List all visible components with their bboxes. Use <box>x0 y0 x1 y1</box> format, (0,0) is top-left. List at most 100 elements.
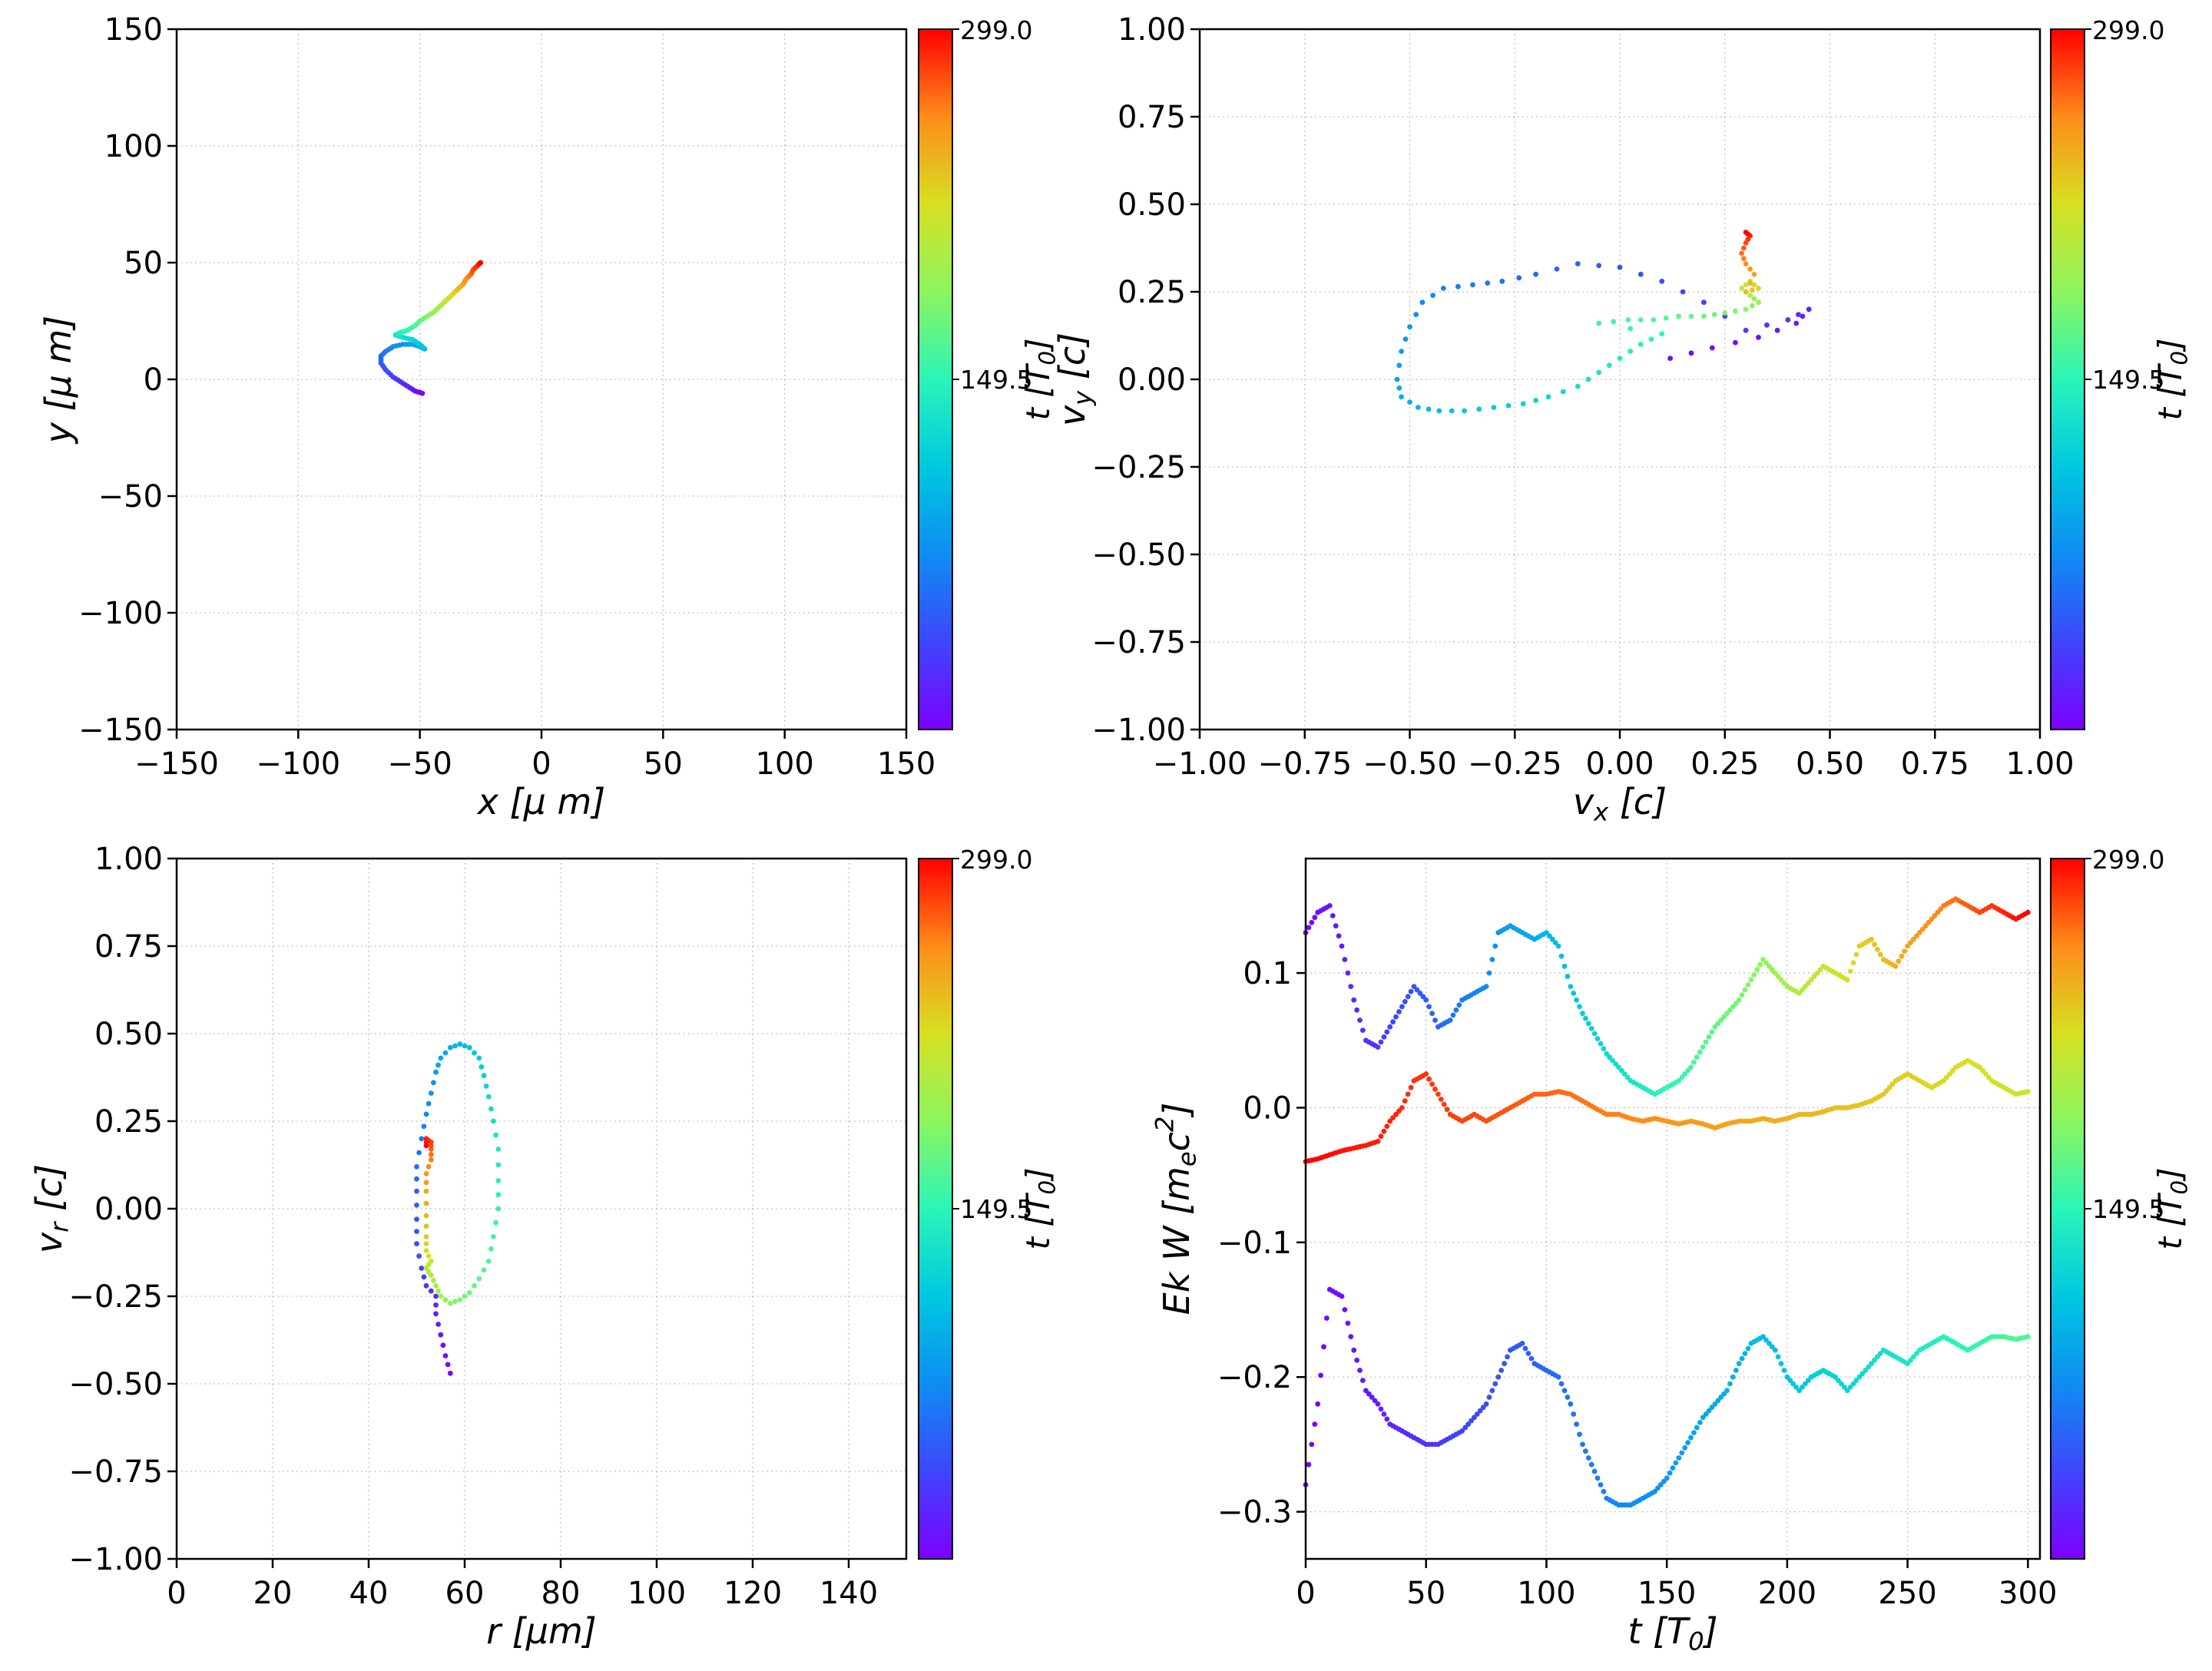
x-tick-label: 200 <box>1758 1576 1816 1611</box>
y-tick-label: −1.00 <box>1091 713 1186 748</box>
colorbar-mid-label: 149.5 <box>2092 365 2164 395</box>
x-tick-label: −150 <box>134 746 219 782</box>
y-axis-label: y [µ m] <box>38 316 79 445</box>
x-tick-label: 80 <box>541 1576 581 1611</box>
svg-text:t [T0]: t [T0] <box>1019 1168 1061 1250</box>
y-tick-label: −0.25 <box>68 1279 163 1315</box>
x-tick-label: 0.00 <box>1585 746 1654 782</box>
colorbar-title: t [T0] <box>2151 339 2193 421</box>
x-tick-label: 20 <box>253 1576 293 1611</box>
x-tick-label: −0.75 <box>1257 746 1352 782</box>
y-tick-label: 0.00 <box>94 1192 163 1227</box>
svg-text:t [T0]: t [T0] <box>1019 339 1061 421</box>
x-tick-label: 0.75 <box>1901 746 1969 782</box>
colorbar-gradient <box>918 858 953 1560</box>
y-tick-label: 0.00 <box>1118 362 1186 398</box>
y-tick-label: 0.75 <box>1118 100 1186 135</box>
x-tick-label: 100 <box>628 1576 686 1611</box>
y-tick-label: −0.75 <box>68 1454 163 1490</box>
x-tick-label: −100 <box>256 746 340 782</box>
x-tick-label: 140 <box>820 1576 878 1611</box>
y-tick-label: 0.50 <box>1118 187 1186 223</box>
colorbar: 299.0 149.5t [T0] <box>2050 845 2193 1560</box>
colorbar-gradient <box>2050 28 2085 730</box>
colorbar-gradient <box>2050 858 2085 1560</box>
svg-text:Ek W [mec2]: Ek W [mec2] <box>1150 1103 1201 1315</box>
y-tick-label: 0.25 <box>1118 275 1186 310</box>
svg-text:t [T0]: t [T0] <box>2151 1168 2193 1250</box>
y-axis-label: Ek W [mec2] <box>1150 1103 1201 1315</box>
axis-ticks: −1.00 −0.75 −0.50 −0.25 0.00 0.25 0.50 0.75 1.00… <box>1091 12 2074 782</box>
y-tick-label: 0.0 <box>1243 1090 1292 1126</box>
x-tick-label: 150 <box>877 746 935 782</box>
colorbar-mid-label: 149.5 <box>960 1194 1032 1224</box>
x-tick-label: 150 <box>1637 1576 1696 1611</box>
x-tick-label: −0.25 <box>1468 746 1562 782</box>
y-tick-label: −0.25 <box>1091 450 1186 485</box>
y-tick-label: −50 <box>98 479 163 515</box>
colorbar-title: t [T0] <box>1019 339 1061 421</box>
x-tick-label: 0.25 <box>1690 746 1759 782</box>
y-tick-label: −0.2 <box>1217 1360 1292 1395</box>
svg-text:y [µ m]: y [µ m] <box>38 316 79 445</box>
axis-ticks: 0 20 40 60 80 100 120 140 −1.00 −0.75 −0.50 −0.25 0.… <box>68 842 878 1611</box>
x-axis-label: vx [c] <box>1573 781 1667 826</box>
upper-energy-trace <box>1303 896 2031 1097</box>
x-tick-label: 300 <box>1998 1576 2057 1611</box>
y-tick-label: −0.75 <box>1091 625 1186 660</box>
svg-text:vr [c]: vr [c] <box>28 1164 74 1253</box>
plot-area <box>1306 859 2040 1559</box>
x-tick-label: 60 <box>445 1576 485 1611</box>
x-tick-label: 0.50 <box>1796 746 1864 782</box>
svg-text:vy [c]: vy [c] <box>1051 333 1097 426</box>
energy-vs-time-panel: 0 50 100 150 200 250 300 −0.3 −0.2 −0.1 0.0 0.1 t [T… <box>1150 845 2192 1656</box>
x-tick-label: 0 <box>167 1576 186 1611</box>
y-tick-label: 100 <box>104 129 163 164</box>
y-tick-label: −0.50 <box>1091 538 1186 573</box>
colorbar-max-label: 299.0 <box>960 15 1032 45</box>
axis-ticks: −150 −100 −50 0 50 100 150 −150 −100 −50 0 50 100 150 <box>78 12 935 782</box>
y-tick-label: −0.50 <box>68 1367 163 1402</box>
y-axis-label: vy [c] <box>1051 333 1097 426</box>
y-tick-label: 0.75 <box>94 929 163 965</box>
y-tick-label: −0.1 <box>1217 1226 1292 1261</box>
y-tick-label: −1.00 <box>68 1542 163 1577</box>
axes-border <box>1304 857 2041 1560</box>
y-tick-label: 0.1 <box>1243 956 1292 991</box>
x-tick-label: −50 <box>387 746 452 782</box>
colorbar: 299.0 149.5t [T0] <box>918 15 1061 730</box>
lower-energy-trace <box>1303 1286 2031 1508</box>
colorbar-gradient <box>918 28 953 730</box>
axis-ticks: 0 50 100 150 200 250 300 −0.3 −0.2 −0.1 0.0 0.1 <box>1217 956 2058 1611</box>
colorbar-title: t [T0] <box>1019 1168 1061 1250</box>
vx-vy-phase-space-panel: −1.00 −0.75 −0.50 −0.25 0.00 0.25 0.50 0.75 1.00… <box>1051 12 2193 826</box>
y-tick-label: 0.50 <box>94 1017 163 1052</box>
y-tick-label: −150 <box>78 713 163 748</box>
x-tick-label: 1.00 <box>2005 746 2074 782</box>
x-tick-label: 40 <box>349 1576 389 1611</box>
x-axis-label: t [T0] <box>1628 1610 1717 1656</box>
colorbar: 299.0 149.5t [T0] <box>2050 15 2193 730</box>
x-tick-label: 0 <box>531 746 551 782</box>
y-tick-label: −100 <box>78 596 163 631</box>
x-y-trajectory-panel: −150 −100 −50 0 50 100 150 −150 −100 −50 0 50 100 150… <box>38 12 1061 822</box>
colorbar-max-label: 299.0 <box>960 845 1032 875</box>
colorbar-mid-label: 149.5 <box>2092 1194 2164 1224</box>
colorbar-max-label: 299.0 <box>2092 845 2164 875</box>
y-tick-label: −0.3 <box>1217 1495 1292 1530</box>
x-tick-label: −1.00 <box>1153 746 1247 782</box>
x-tick-label: 120 <box>724 1576 782 1611</box>
y-tick-label: 0 <box>144 362 163 398</box>
particle-track <box>378 260 484 396</box>
y-tick-label: 1.00 <box>94 842 163 877</box>
middle-energy-trace <box>1303 1057 2031 1164</box>
r-vr-phase-space-panel: 0 20 40 60 80 100 120 140 −1.00 −0.75 −0.50 −0.25 0.… <box>28 842 1061 1652</box>
x-tick-label: 100 <box>1517 1576 1575 1611</box>
y-tick-label: 50 <box>124 246 163 281</box>
colorbar-mid-label: 149.5 <box>960 365 1032 395</box>
x-tick-label: −0.50 <box>1363 746 1457 782</box>
colorbar: 299.0 149.5t [T0] <box>918 845 1061 1560</box>
y-tick-label: 150 <box>104 12 163 48</box>
